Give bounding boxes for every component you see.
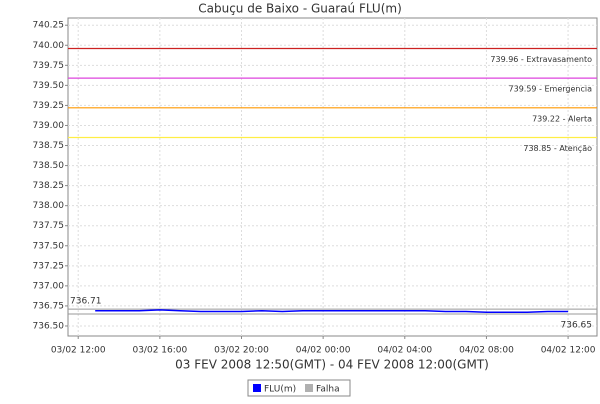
y-tick-label: 740.00: [33, 41, 65, 51]
y-tick-label: 737.50: [33, 241, 65, 251]
x-tick-label: 03/02 16:00: [132, 346, 187, 356]
series-line: [95, 309, 569, 314]
threshold-label: 739.22 - Alerta: [532, 114, 592, 123]
legend-swatch: [253, 384, 261, 392]
y-tick-label: 739.00: [33, 121, 65, 131]
x-tick-label: 04/02 00:00: [296, 346, 351, 356]
y-tick-label: 738.25: [33, 181, 65, 191]
legend-label: FLU(m): [264, 385, 296, 395]
y-tick-label: 737.00: [33, 281, 65, 291]
y-tick-label: 739.25: [33, 101, 65, 111]
x-tick-label: 04/02 08:00: [459, 346, 514, 356]
y-tick-label: 739.50: [33, 81, 65, 91]
threshold-label: 739.96 - Extravasamento: [490, 55, 592, 64]
legend-box: [247, 379, 351, 397]
y-tick-label: 736.75: [33, 301, 65, 311]
y-tick-label: 738.00: [33, 201, 65, 211]
legend-label: Falha: [316, 385, 340, 395]
y-tick-label: 739.75: [33, 61, 65, 71]
x-tick-label: 04/02 12:00: [541, 346, 596, 356]
y-tick-label: 737.75: [33, 221, 65, 231]
legend-swatch: [305, 384, 313, 392]
y-tick-label: 738.75: [33, 141, 65, 151]
y-tick-label: 738.50: [33, 161, 65, 171]
y-tick-label: 736.50: [33, 321, 65, 331]
y-tick-label: 740.25: [33, 21, 65, 31]
plot-area: [67, 17, 598, 337]
max-label: 736.71: [70, 297, 102, 307]
x-tick-label: 03/02 12:00: [51, 346, 106, 356]
x-tick-label: 03/02 20:00: [214, 346, 269, 356]
chart-title: Cabuçu de Baixo - Guaraú FLU(m): [198, 2, 402, 16]
min-label: 736.65: [561, 320, 593, 330]
threshold-label: 739.59 - Emergencia: [509, 85, 593, 94]
x-tick-label: 04/02 04:00: [377, 346, 432, 356]
y-tick-label: 737.25: [33, 261, 65, 271]
threshold-label: 738.85 - Atenção: [523, 144, 592, 153]
x-axis-label: 03 FEV 2008 12:50(GMT) - 04 FEV 2008 12:…: [175, 358, 489, 372]
